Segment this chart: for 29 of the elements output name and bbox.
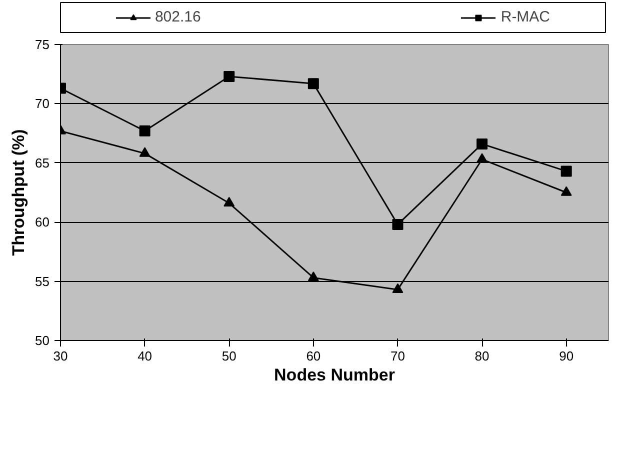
point bbox=[308, 271, 319, 282]
point bbox=[392, 283, 404, 293]
x-tick-label: 40 bbox=[138, 348, 152, 364]
legend-label: 802.16 bbox=[154, 8, 201, 26]
x-tick-label: 30 bbox=[53, 348, 68, 364]
y-tick-label: 75 bbox=[35, 37, 50, 52]
y-tick-label: 60 bbox=[35, 214, 50, 230]
y-axis-title: Throughput (%) bbox=[9, 129, 28, 256]
point bbox=[392, 218, 404, 230]
x-tick-label: 70 bbox=[390, 348, 405, 364]
legend-label: R-MAC bbox=[500, 8, 550, 26]
x-tick-label: 90 bbox=[559, 348, 574, 364]
point bbox=[476, 138, 488, 150]
x-tick-label: 60 bbox=[306, 348, 321, 364]
point bbox=[224, 196, 235, 207]
x-axis-title: Nodes Number bbox=[274, 366, 396, 384]
y-tick-label: 70 bbox=[35, 96, 50, 112]
point bbox=[560, 186, 572, 196]
point bbox=[139, 125, 150, 136]
point bbox=[224, 70, 235, 82]
point bbox=[139, 147, 150, 157]
y-tick-label: 50 bbox=[35, 333, 50, 348]
point bbox=[476, 153, 488, 163]
y-tick-label: 65 bbox=[35, 155, 50, 170]
x-tick-label: 50 bbox=[222, 348, 236, 364]
y-tick-label: 55 bbox=[35, 274, 50, 289]
x-tick-label: 80 bbox=[474, 348, 490, 364]
point bbox=[308, 78, 319, 90]
point bbox=[560, 166, 572, 177]
